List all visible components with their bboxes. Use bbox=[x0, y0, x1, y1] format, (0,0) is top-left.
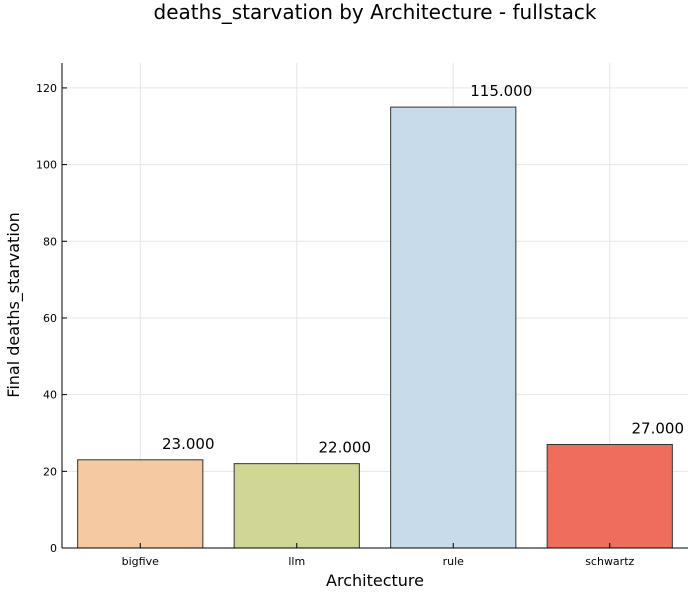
y-tick-label: 20 bbox=[43, 465, 57, 478]
bar-bigfive bbox=[77, 459, 204, 549]
x-tick-label: rule bbox=[443, 555, 465, 568]
ticks: 0 20 40 60 80 100 120 bigfive llm rule schwartz bbox=[36, 82, 635, 568]
bar-rule bbox=[390, 106, 517, 549]
bar-llm bbox=[233, 463, 360, 549]
y-tick-label: 100 bbox=[36, 159, 57, 172]
y-tick-label: 80 bbox=[43, 235, 57, 248]
bar-schwartz bbox=[546, 443, 673, 549]
y-tick-label: 60 bbox=[43, 312, 57, 325]
data-label-schwartz: 27.000 bbox=[632, 419, 685, 437]
x-tick-label: bigfive bbox=[122, 555, 159, 568]
y-tick-label: 120 bbox=[36, 82, 57, 95]
y-tick-label: 0 bbox=[50, 542, 57, 555]
x-tick-label: schwartz bbox=[585, 555, 634, 568]
data-labels: 23.000 22.000 115.000 27.000 bbox=[162, 82, 684, 457]
data-label-bigfive: 23.000 bbox=[162, 435, 215, 453]
y-tick-label: 40 bbox=[43, 389, 57, 402]
chart-title: deaths_starvation by Architecture - full… bbox=[154, 0, 597, 24]
data-label-rule: 115.000 bbox=[470, 82, 532, 100]
y-axis-label: Final deaths_starvation bbox=[4, 212, 24, 397]
data-label-llm: 22.000 bbox=[319, 439, 372, 457]
x-tick-label: llm bbox=[288, 555, 305, 568]
bars bbox=[77, 106, 673, 549]
x-axis-label: Architecture bbox=[326, 571, 424, 590]
axes bbox=[61, 63, 688, 549]
